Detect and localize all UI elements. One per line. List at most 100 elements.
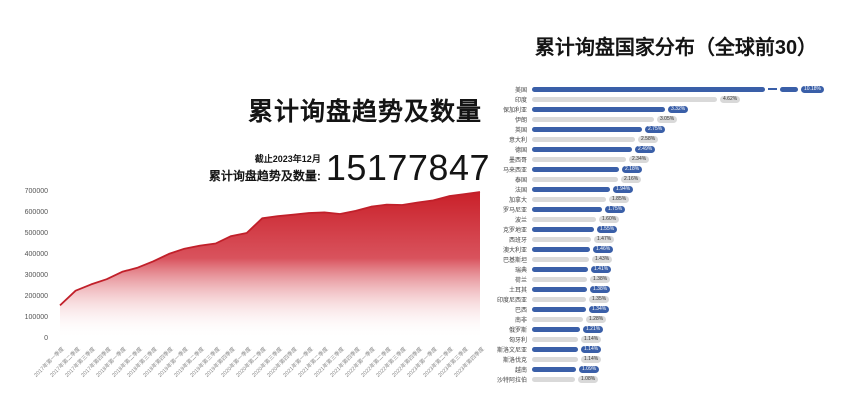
y-axis-tick: 200000	[24, 293, 48, 300]
value-badge: 1.47%	[594, 235, 615, 243]
x-axis-tick: 2017年第四季度	[79, 346, 113, 379]
x-axis-tick: 2017年第二季度	[48, 346, 82, 379]
y-axis-tick: 300000	[24, 272, 48, 279]
bar	[532, 186, 610, 192]
y-axis-tick: 500000	[24, 230, 48, 237]
value-badge: 1.08%	[578, 375, 599, 383]
bar-row: 意大利 2.58%	[490, 134, 852, 144]
country-label: 西班牙	[508, 237, 527, 244]
country-label: 澳大利亚	[502, 247, 527, 254]
bar-row: 巴基斯坦 1.43%	[490, 254, 852, 264]
x-axis-tick: 2021年第四季度	[328, 346, 362, 379]
value-badge: 4.62%	[720, 95, 741, 103]
bar-row: 美国 10.18%	[490, 84, 852, 94]
value-badge: 1.34%	[589, 305, 610, 313]
bar	[532, 156, 626, 162]
x-axis-tick: 2019年第三季度	[188, 346, 222, 379]
x-axis-tick: 2019年第二季度	[173, 346, 206, 379]
x-axis-tick: 2020年第一季度	[219, 346, 253, 379]
trend-stats-text: 截止2023年12月 累计询盘趋势及数量:	[209, 152, 321, 184]
bar	[532, 316, 583, 322]
x-axis-tick: 2021年第一季度	[282, 346, 315, 379]
bar-row: 马来西亚 2.18%	[490, 164, 852, 174]
x-axis-tick: 2019年第一季度	[157, 346, 191, 379]
as-of-date: 截止2023年12月	[254, 154, 321, 164]
value-badge: 1.35%	[589, 295, 610, 303]
value-badge: 1.60%	[599, 215, 620, 223]
value-badge: 10.18%	[801, 85, 824, 93]
country-label: 土耳其	[508, 287, 527, 294]
bar-row: 法国 1.94%	[490, 184, 852, 194]
country-label: 印度	[514, 97, 527, 104]
bar-row: 加拿大 1.85%	[490, 194, 852, 204]
value-badge: 1.14%	[581, 345, 602, 353]
bar-row: 瑞典 1.41%	[490, 264, 852, 274]
value-badge: 2.16%	[621, 175, 642, 183]
y-axis-tick: 100000	[24, 314, 48, 321]
value-badge: 2.34%	[629, 155, 650, 163]
x-axis-tick: 2018年第四季度	[142, 346, 175, 379]
country-label: 匈牙利	[508, 337, 527, 344]
bar	[532, 116, 654, 122]
bar-segment	[780, 86, 798, 92]
trend-stats: 截止2023年12月 累计询盘趋势及数量: 15177847	[209, 150, 490, 186]
x-axis-tick: 2021年第三季度	[313, 346, 346, 379]
x-axis-tick: 2022年第一季度	[344, 346, 377, 379]
value-badge: 1.38%	[590, 275, 611, 283]
x-axis-tick: 2020年第三季度	[251, 346, 284, 379]
x-axis-tick: 2018年第三季度	[126, 346, 159, 379]
bar-row: 斯洛伐克 1.14%	[490, 354, 852, 364]
bar-row: 德国 2.49%	[490, 144, 852, 154]
country-label: 马来西亚	[502, 167, 527, 174]
y-axis-tick: 400000	[24, 251, 48, 258]
country-chart-title: 累计询盘国家分布（全球前30）	[534, 37, 818, 59]
bar-chart: 美国 10.18% 印度 4.62% 保加利亚 3.32% 伊朗 3.05% 英国 2.75% 意大…	[490, 84, 852, 384]
country-label: 斯洛文尼亚	[496, 347, 527, 354]
bar	[532, 306, 586, 312]
bar	[532, 166, 619, 172]
axis-break-icon	[768, 88, 777, 90]
bar	[532, 246, 590, 252]
bar-row: 克罗地亚 1.55%	[490, 224, 852, 234]
value-badge: 1.55%	[597, 225, 618, 233]
bar-row: 沙特阿拉伯 1.08%	[490, 374, 852, 384]
country-label: 波兰	[514, 217, 527, 224]
bar-row: 伊朗 3.05%	[490, 114, 852, 124]
value-badge: 2.75%	[645, 125, 666, 133]
area-line	[59, 191, 481, 307]
value-badge: 1.46%	[593, 245, 614, 253]
country-label: 英国	[514, 127, 527, 134]
bar-row: 保加利亚 3.32%	[490, 104, 852, 114]
x-axis-tick: 2022年第三季度	[375, 346, 408, 379]
x-axis-tick: 2022年第二季度	[359, 346, 393, 379]
bar	[532, 276, 587, 282]
country-label: 美国	[514, 87, 527, 94]
country-label: 墨西哥	[508, 157, 527, 164]
bar-row: 印度尼西亚 1.35%	[490, 294, 852, 304]
x-axis-tick: 2023年第四季度	[453, 346, 486, 379]
x-axis-tick: 2017年第一季度	[33, 346, 66, 379]
value-badge: 1.94%	[613, 185, 634, 193]
value-badge: 1.21%	[583, 325, 604, 333]
bar	[532, 336, 578, 342]
area-chart	[59, 191, 481, 339]
bar	[532, 366, 576, 372]
bar-row: 越南 1.09%	[490, 364, 852, 374]
bar-row: 墨西哥 2.34%	[490, 154, 852, 164]
x-axis-tick: 2020年第二季度	[235, 346, 268, 379]
country-label: 印度尼西亚	[496, 297, 527, 304]
value-badge: 1.14%	[581, 355, 602, 363]
value-badge: 3.05%	[657, 115, 678, 123]
bar-row: 泰国 2.16%	[490, 174, 852, 184]
value-badge: 1.41%	[591, 265, 612, 273]
bar	[532, 136, 635, 142]
bar-row: 匈牙利 1.14%	[490, 334, 852, 344]
bar	[532, 196, 606, 202]
x-axis-tick: 2018年第二季度	[111, 346, 144, 379]
country-label: 伊朗	[514, 117, 527, 124]
country-label: 俄罗斯	[508, 327, 527, 334]
bar-row: 罗马尼亚 1.75%	[490, 204, 852, 214]
bar	[532, 286, 587, 292]
country-label: 巴基斯坦	[502, 257, 527, 264]
country-label: 加拿大	[508, 197, 527, 204]
